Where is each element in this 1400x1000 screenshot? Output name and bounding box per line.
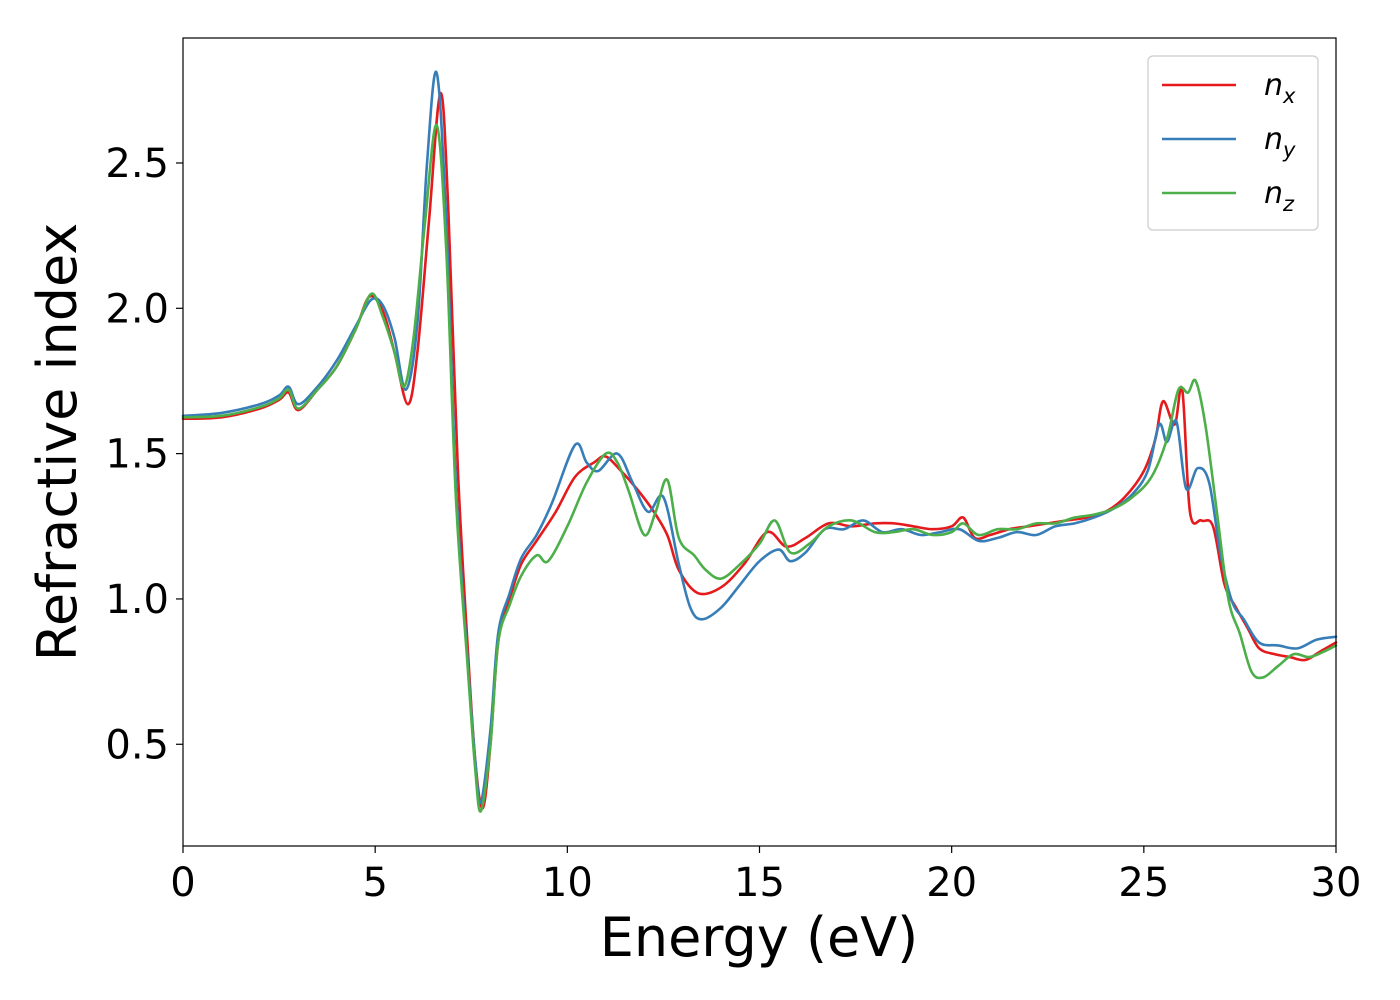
series-line-n-z bbox=[181, 123, 1338, 813]
legend-box bbox=[1147, 55, 1319, 231]
y-axis-label: Refractive index bbox=[26, 223, 89, 662]
series-layer bbox=[181, 70, 1338, 813]
y-tick-label: 2.5 bbox=[105, 141, 169, 187]
x-tick-label: 20 bbox=[926, 860, 977, 906]
y-axis: 0.5 1.0 1.5 2.0 2.5 bbox=[105, 141, 183, 768]
x-tick-label: 25 bbox=[1118, 860, 1169, 906]
series-line-n-x bbox=[181, 91, 1338, 810]
y-tick-label: 1.0 bbox=[105, 577, 169, 623]
x-axis: 0 5 10 15 20 25 30 bbox=[170, 846, 1361, 906]
y-tick-label: 2.0 bbox=[105, 286, 169, 332]
x-tick-label: 15 bbox=[734, 860, 785, 906]
x-tick-label: 0 bbox=[170, 860, 195, 906]
series-line-n-y bbox=[181, 70, 1338, 805]
x-axis-label: Energy (eV) bbox=[600, 906, 919, 969]
x-tick-label: 30 bbox=[1311, 860, 1362, 906]
x-tick-label: 10 bbox=[542, 860, 593, 906]
y-tick-label: 0.5 bbox=[105, 722, 169, 768]
y-tick-label: 1.5 bbox=[105, 432, 169, 478]
plot-background bbox=[183, 38, 1336, 846]
x-tick-label: 5 bbox=[362, 860, 387, 906]
